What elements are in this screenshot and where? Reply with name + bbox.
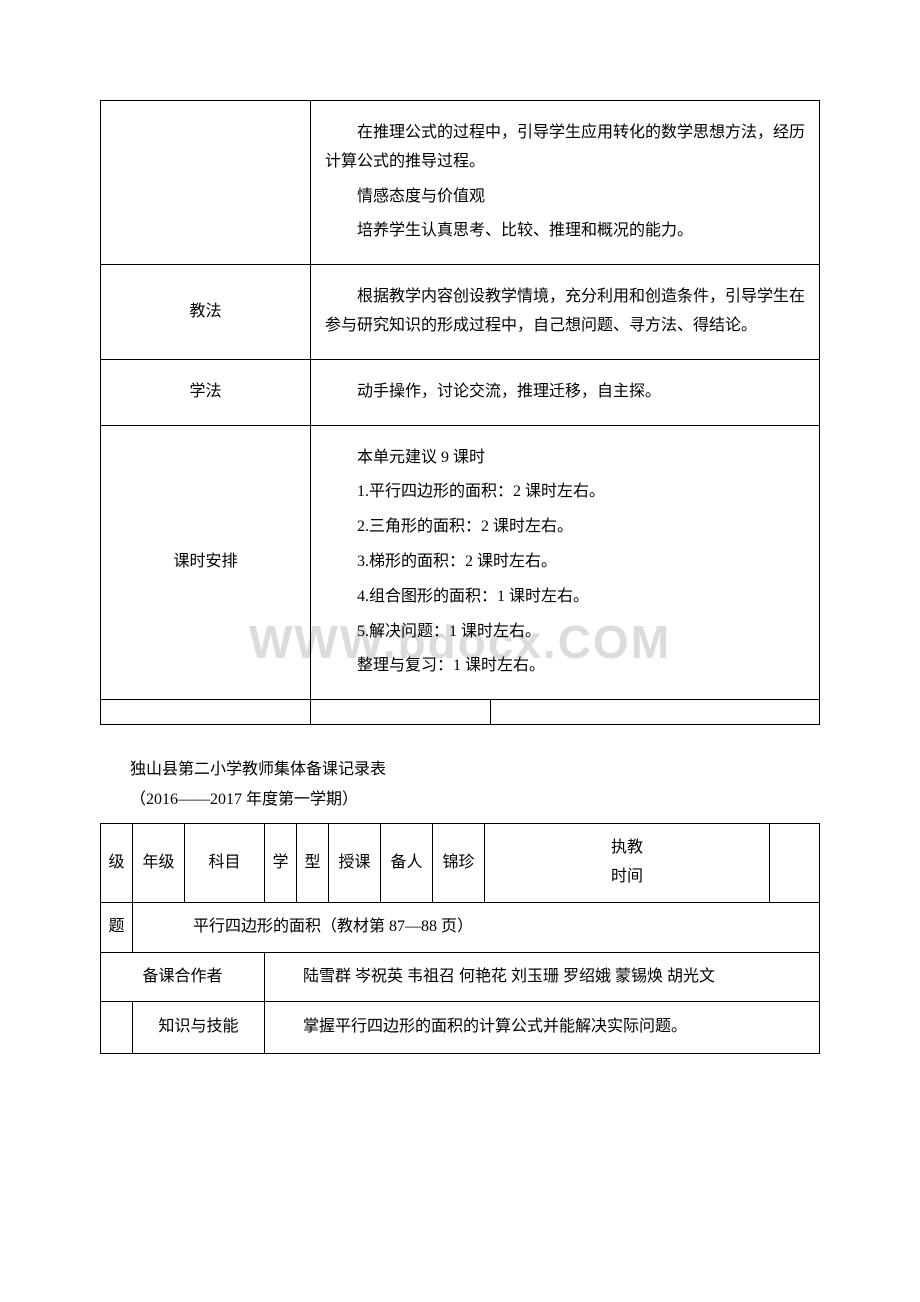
content-text: 本单元建议 9 课时 xyxy=(325,444,805,473)
coauthor-content: 陆雪群 岑祝英 韦祖召 何艳花 刘玉珊 罗绍娥 蒙锡焕 胡光文 xyxy=(265,952,820,1002)
header-cell: 年级 xyxy=(133,824,185,903)
header-cell: 执教 时间 xyxy=(485,824,770,903)
empty-cell xyxy=(770,824,820,903)
content-text: 培养学生认真思考、比较、推理和概况的能力。 xyxy=(325,217,805,246)
table-row: 课时安排 本单元建议 9 课时 1.平行四边形的面积：2 课时左右。 2.三角形… xyxy=(101,425,820,700)
content-text: 3.梯形的面积：2 课时左右。 xyxy=(325,548,805,577)
section-title: 独山县第二小学教师集体备课记录表 xyxy=(130,755,820,779)
content-text: 4.组合图形的面积：1 课时左右。 xyxy=(325,583,805,612)
table-row: 知识与技能 掌握平行四边形的面积的计算公式并能解决实际问题。 xyxy=(101,1002,820,1053)
row-label: 学法 xyxy=(101,359,311,425)
content-text: 5.解决问题：1 课时左右。 xyxy=(325,618,805,647)
table-row: 级 年级 科目 学 型 授课 备人 锦珍 执教 时间 xyxy=(101,824,820,903)
empty-cell xyxy=(491,700,820,725)
header-cell: 锦珍 xyxy=(433,824,485,903)
content-text: 2.三角形的面积：2 课时左右。 xyxy=(325,513,805,542)
row-label: 课时安排 xyxy=(101,425,311,700)
header-cell: 级 xyxy=(101,824,133,903)
table-row xyxy=(101,700,820,725)
goal-content: 掌握平行四边形的面积的计算公式并能解决实际问题。 xyxy=(265,1002,820,1053)
table-row: 学法 动手操作，讨论交流，推理迁移，自主探。 xyxy=(101,359,820,425)
goal-sublabel: 知识与技能 xyxy=(133,1002,265,1053)
row-label: 教法 xyxy=(101,265,311,360)
table-row: 题 平行四边形的面积（教材第 87—88 页） xyxy=(101,902,820,952)
topic-label: 题 xyxy=(101,902,133,952)
coauthor-label: 备课合作者 xyxy=(101,952,265,1002)
table-1: 在推理公式的过程中，引导学生应用转化的数学思想方法，经历计算公式的推导过程。 情… xyxy=(100,100,820,725)
goal-label-col xyxy=(101,1002,133,1053)
content-text: 整理与复习：1 课时左右。 xyxy=(325,652,805,681)
row-label-empty xyxy=(101,101,311,265)
table-2: 级 年级 科目 学 型 授课 备人 锦珍 执教 时间 题 平行四边形的面积（教材… xyxy=(100,823,820,1054)
topic-content: 平行四边形的面积（教材第 87—88 页） xyxy=(133,902,820,952)
content-text: 情感态度与价值观 xyxy=(325,183,805,212)
header-cell: 备人 xyxy=(381,824,433,903)
header-cell: 授课 xyxy=(329,824,381,903)
row-content: 本单元建议 9 课时 1.平行四边形的面积：2 课时左右。 2.三角形的面积：2… xyxy=(311,425,820,700)
content-text: 在推理公式的过程中，引导学生应用转化的数学思想方法，经历计算公式的推导过程。 xyxy=(325,119,805,177)
row-content: 动手操作，讨论交流，推理迁移，自主探。 xyxy=(311,359,820,425)
row-content: 在推理公式的过程中，引导学生应用转化的数学思想方法，经历计算公式的推导过程。 情… xyxy=(311,101,820,265)
header-cell: 型 xyxy=(297,824,329,903)
row-content: 根据教学内容创设教学情境，充分利用和创造条件，引导学生在参与研究知识的形成过程中… xyxy=(311,265,820,360)
header-text: 执教 xyxy=(491,834,763,863)
empty-cell xyxy=(101,700,311,725)
content-text: 根据教学内容创设教学情境，充分利用和创造条件，引导学生在参与研究知识的形成过程中… xyxy=(325,283,805,341)
table-row: 备课合作者 陆雪群 岑祝英 韦祖召 何艳花 刘玉珊 罗绍娥 蒙锡焕 胡光文 xyxy=(101,952,820,1002)
table-row: 教法 根据教学内容创设教学情境，充分利用和创造条件，引导学生在参与研究知识的形成… xyxy=(101,265,820,360)
header-text: 时间 xyxy=(491,863,763,892)
table-row: 在推理公式的过程中，引导学生应用转化的数学思想方法，经历计算公式的推导过程。 情… xyxy=(101,101,820,265)
content-text: 1.平行四边形的面积：2 课时左右。 xyxy=(325,478,805,507)
section-subtitle: （2016——2017 年度第一学期） xyxy=(130,785,820,809)
content-text: 动手操作，讨论交流，推理迁移，自主探。 xyxy=(325,378,805,407)
header-cell: 学 xyxy=(265,824,297,903)
empty-cell xyxy=(311,700,491,725)
header-cell: 科目 xyxy=(185,824,265,903)
